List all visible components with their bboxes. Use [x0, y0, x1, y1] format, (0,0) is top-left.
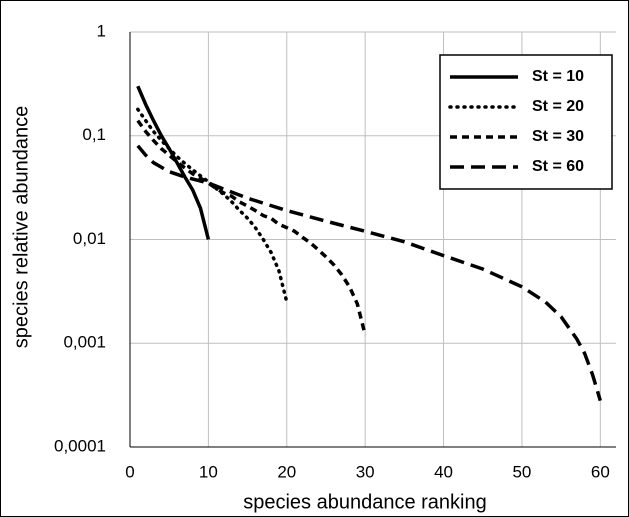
series-line — [136, 144, 602, 402]
x-tick-label: 30 — [356, 462, 375, 481]
legend-label: St = 20 — [532, 98, 584, 115]
legend-box — [439, 54, 613, 190]
legend-label: St = 60 — [532, 158, 584, 175]
x-tick-label: 10 — [199, 462, 218, 481]
legend-label: St = 30 — [532, 128, 584, 145]
y-tick-label: 0,0001 — [54, 436, 106, 455]
y-tick-label: 0,001 — [63, 333, 106, 352]
series-line — [136, 119, 367, 336]
legend-label: St = 10 — [532, 68, 584, 85]
x-tick-label: 50 — [512, 462, 531, 481]
x-tick-label: 40 — [434, 462, 453, 481]
y-axis-title: species relative abundance — [10, 106, 32, 348]
x-tick-label: 20 — [277, 462, 296, 481]
y-tick-label: 0,01 — [73, 229, 106, 248]
y-tick-label: 1 — [97, 21, 106, 40]
x-axis-title: species abundance ranking — [243, 491, 487, 513]
x-tick-label: 60 — [591, 462, 610, 481]
x-tick-label: 0 — [125, 462, 134, 481]
y-tick-label: 0,1 — [82, 125, 106, 144]
series-line — [136, 85, 211, 240]
